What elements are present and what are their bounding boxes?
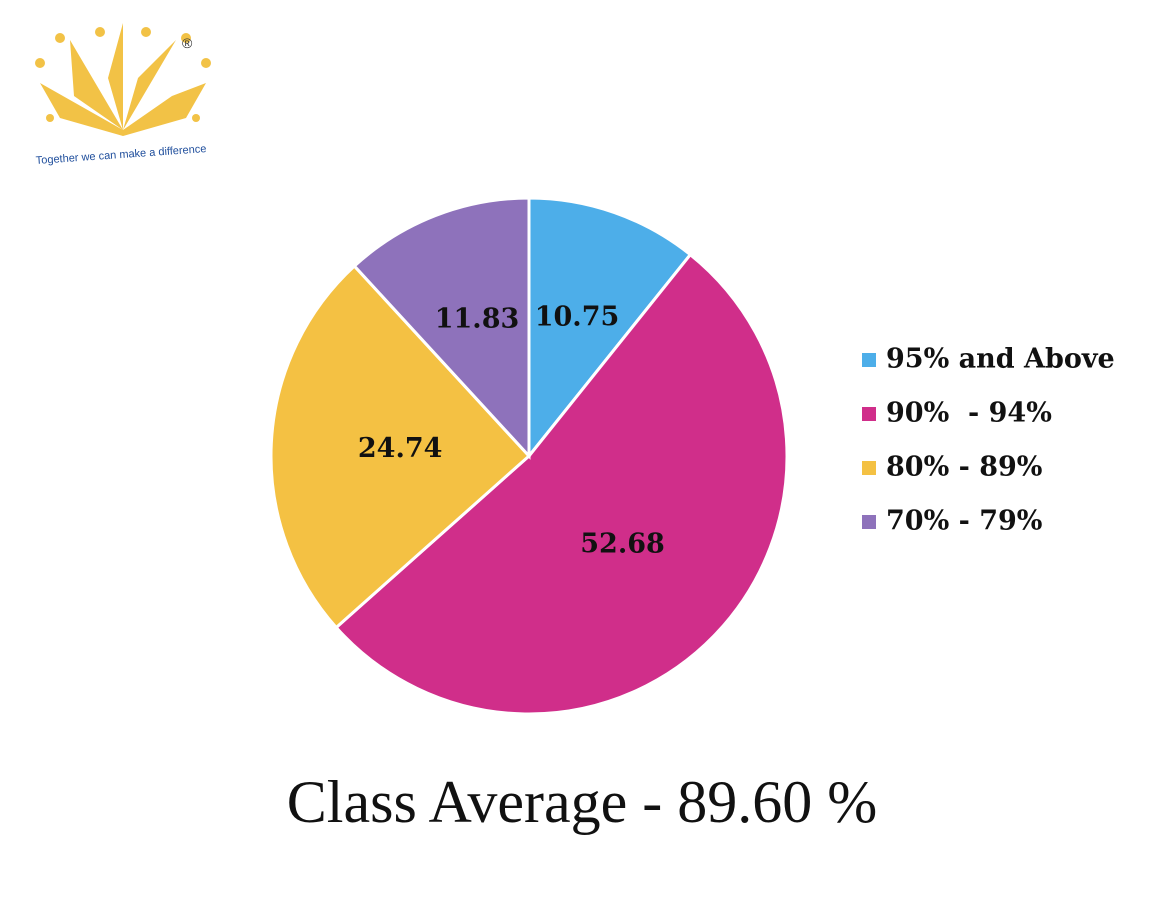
data-label-80pct-89pct: 24.74 <box>358 433 443 464</box>
data-label-70pct-79pct: 11.83 <box>435 304 520 335</box>
legend-swatch-95pct-and-above <box>862 353 876 367</box>
legend-label-90pct-94pct: 90% - 94% <box>886 398 1052 429</box>
pie-slice-70pct-79pct <box>352 196 531 460</box>
class-average-caption: Class Average - 89.60 % <box>286 769 878 835</box>
legend-label-95pct-and-above: 95% and Above <box>886 344 1115 375</box>
pie-data-labels: 10.75 52.68 24.74 11.83 <box>358 302 665 560</box>
pie-slice-80pct-89pct <box>269 263 532 630</box>
pie-slice-90pct-94pct <box>334 252 789 716</box>
legend-swatch-70pct-79pct <box>862 515 876 529</box>
legend-swatch-80pct-89pct <box>862 461 876 475</box>
legend-label-70pct-79pct: 70% - 79% <box>886 506 1042 537</box>
data-label-90pct-94pct: 52.68 <box>580 528 665 559</box>
pie-slice-95pct-and-above <box>527 196 693 461</box>
legend-label-80pct-89pct: 80% - 89% <box>886 452 1042 483</box>
chart-legend: 95% and Above 90% - 94% 80% - 89% 70% - 79% <box>862 344 1115 537</box>
registered-mark: ® <box>182 35 193 51</box>
legend-swatch-90pct-94pct <box>862 407 876 421</box>
logo: ® Together we can make a difference <box>35 23 211 167</box>
pie-slices <box>269 196 789 716</box>
data-label-95pct-and-above: 10.75 <box>535 302 620 333</box>
crown-sunburst-icon <box>35 23 211 136</box>
